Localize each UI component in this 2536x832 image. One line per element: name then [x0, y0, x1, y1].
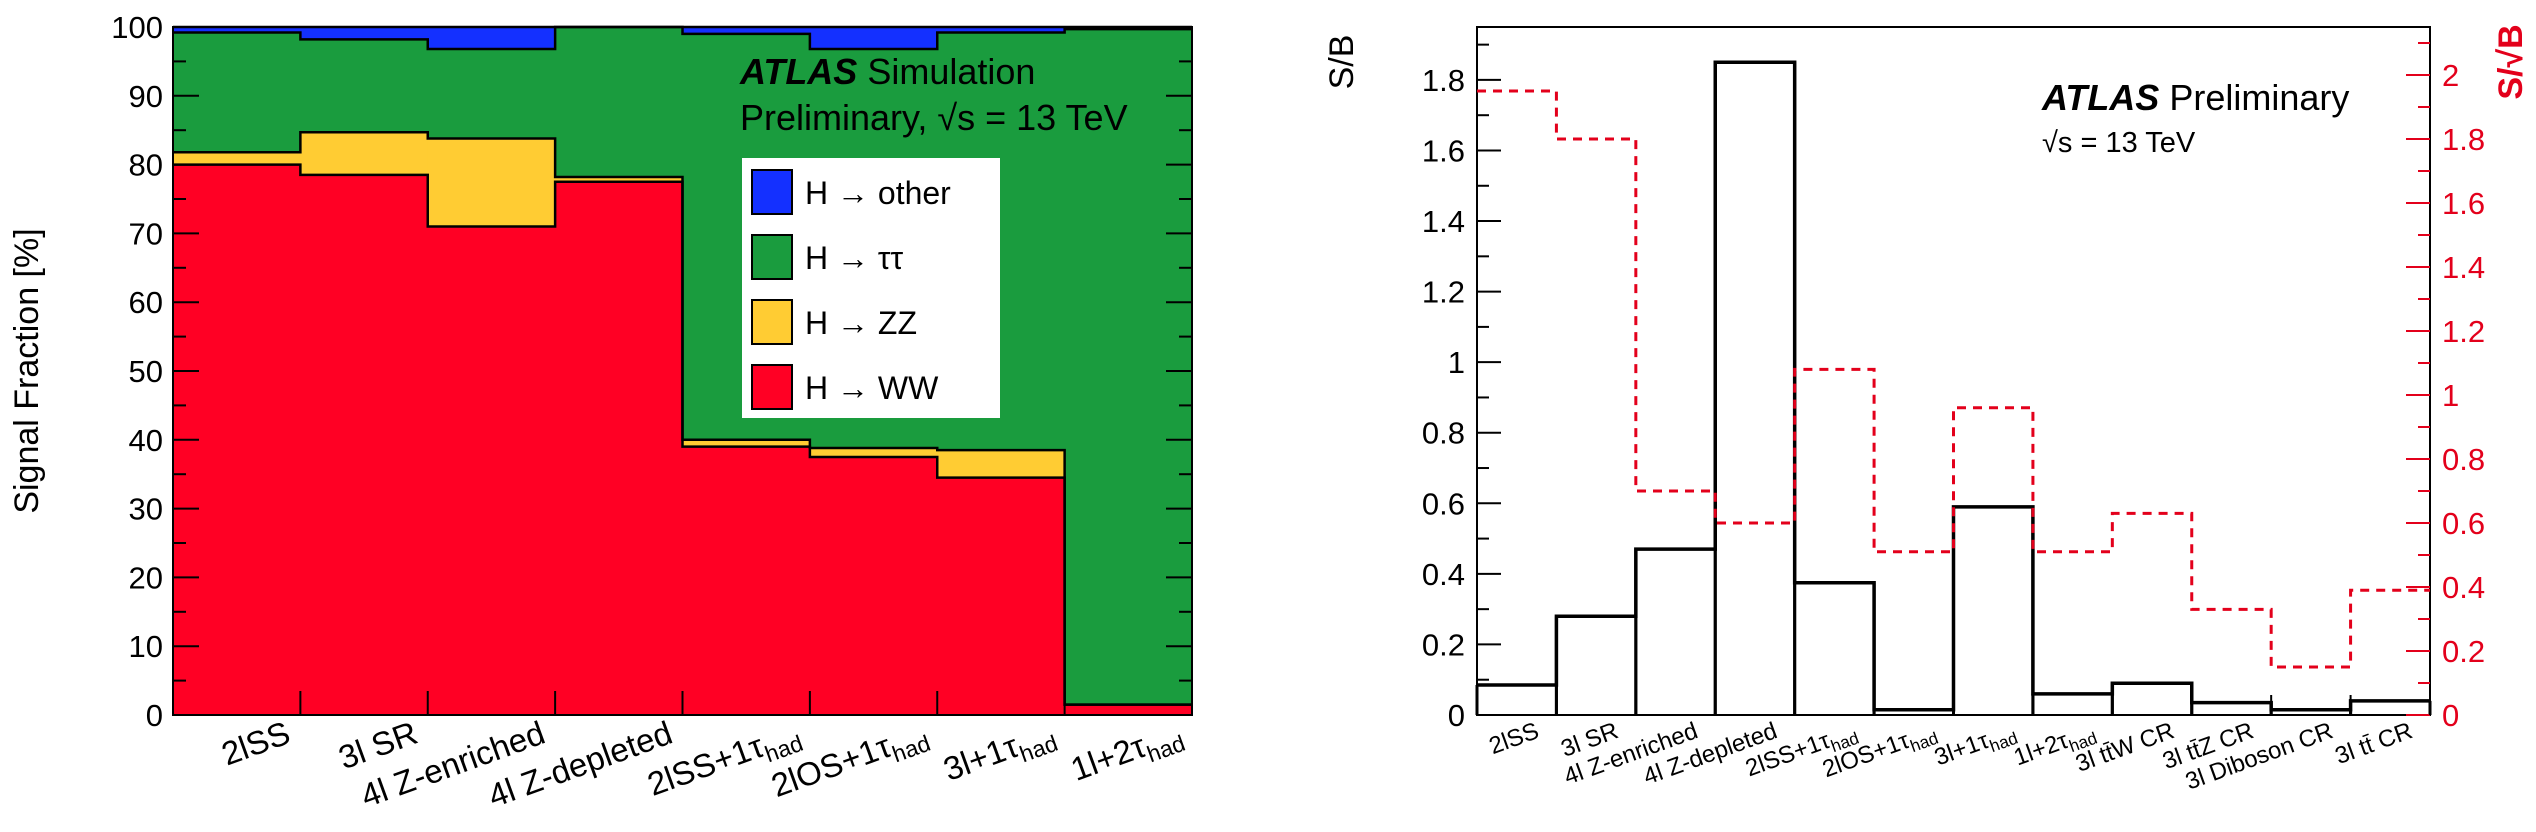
y-tick-label: 70	[129, 216, 163, 251]
header-preliminary: Preliminary,	[740, 97, 937, 138]
x-category-label: 2lOS+1τhad	[1819, 717, 1941, 787]
bar-segment	[555, 176, 683, 182]
category-main: 3l tt̄W CR	[2072, 717, 2178, 777]
y-right-tick-label: 0.4	[2442, 570, 2485, 605]
bar-segment	[937, 450, 1066, 478]
legend-swatch	[751, 234, 793, 280]
header-simulation: Simulation	[857, 51, 1035, 92]
bar-segment	[555, 27, 683, 177]
bar-segment	[1064, 29, 1193, 705]
category-main: 1l+2τ	[2010, 727, 2072, 772]
legend-swatch	[751, 299, 793, 345]
bar-segment	[173, 152, 301, 165]
bar-segment	[300, 174, 429, 716]
series-outline	[173, 25, 1192, 51]
y-tick-label: 0	[146, 698, 163, 733]
y-right-tick-label: 0	[2442, 698, 2459, 733]
bar-segment	[937, 477, 1066, 715]
y-right-tick-label: 0.2	[2442, 634, 2485, 669]
y-tick-label: 60	[129, 285, 163, 320]
y-right-tick-label: 0.8	[2442, 442, 2485, 477]
legend-swatch	[751, 364, 793, 410]
chart-header-line1: ATLAS Preliminary	[2041, 77, 2349, 118]
atlas-label: ATLAS	[2041, 77, 2159, 118]
bar-segment	[427, 138, 556, 227]
y-tick-label: 1.2	[1422, 275, 1465, 310]
category-main: 3l tt̄ CR	[2332, 717, 2416, 770]
bar-segment	[809, 27, 938, 50]
bar-segment	[173, 32, 301, 153]
x-category-label: 3l tt̄W CR	[2072, 717, 2178, 777]
series-1	[173, 132, 1066, 478]
bar-segment	[427, 27, 556, 50]
legend-label: H → ττ	[805, 240, 904, 276]
x-category-label: 2lSS	[1486, 717, 1543, 760]
y-tick-label: 40	[129, 423, 163, 458]
legend-label: H → WW	[805, 370, 939, 406]
bar-segment	[300, 27, 429, 40]
y-right-tick-label: 1.4	[2442, 250, 2485, 285]
x-category-label: 3l+1τhad	[1931, 717, 2020, 775]
y-tick-label: 1	[1448, 345, 1465, 380]
legend-label: H → other	[805, 175, 951, 211]
header-energy: √s = 13 TeV	[2042, 127, 2196, 159]
y-tick-label: 50	[129, 354, 163, 389]
bar-segment	[937, 27, 1066, 33]
bar-segment	[809, 448, 938, 457]
y-right-tick-label: 1.2	[2442, 314, 2485, 349]
y-axis-label: Signal Fraction [%]	[8, 228, 46, 513]
bar-segment	[682, 439, 811, 447]
y-tick-label: 1.4	[1422, 204, 1465, 239]
series-outline	[173, 131, 1192, 706]
legend-swatch	[751, 169, 793, 215]
bar-segment	[809, 457, 938, 715]
y-tick-label: 0.6	[1422, 486, 1465, 521]
signal-fraction-chart: 0 10 20 30 40 50 60 70 80 90 100 Signal Fraction [%…	[8, 10, 1193, 814]
series-3	[173, 27, 1193, 50]
header-preliminary: Preliminary	[2159, 77, 2349, 118]
y-tick-label: 100	[111, 10, 163, 45]
y-tick-label: 0.2	[1422, 627, 1465, 662]
y-tick-label: 0.8	[1422, 416, 1465, 451]
category-main: 2lSS	[1486, 717, 1543, 760]
y-right-axis-label: S/√B	[2492, 24, 2530, 99]
y-tick-label: 1.8	[1422, 63, 1465, 98]
atlas-label: ATLAS	[739, 51, 857, 92]
y-tick-label: 80	[129, 148, 163, 183]
bar-segment	[300, 39, 429, 133]
y-right-tick-label: 1.6	[2442, 186, 2485, 221]
x-category-label: 3l tt̄ CR	[2332, 717, 2416, 770]
category-main: 3l+1τ	[1931, 727, 1993, 772]
series-0	[173, 164, 1193, 716]
bar-segment	[173, 27, 301, 33]
chart-header-line2: Preliminary, √s = 13 TeV	[740, 97, 1128, 138]
y-right-tick-label: 0.6	[2442, 506, 2485, 541]
y-tick-label: 90	[129, 79, 163, 114]
y-tick-label: 1.6	[1422, 133, 1465, 168]
y-tick-label: 0.4	[1422, 557, 1465, 592]
bar-segment	[682, 446, 811, 715]
chart-header-line1: ATLAS Simulation	[739, 51, 1035, 92]
y-tick-label: 20	[129, 560, 163, 595]
bar-segment	[555, 181, 683, 716]
y-right-tick-label: 1.8	[2442, 122, 2485, 157]
legend-label: H → ZZ	[805, 305, 917, 341]
header-energy: √s = 13 TeV	[937, 97, 1127, 138]
bar-segment	[682, 27, 811, 34]
category-main: 2lOS+1τ	[1819, 727, 1913, 783]
y-axis-label: S/B	[1323, 35, 1361, 90]
y-tick-label: 0	[1448, 698, 1465, 733]
y-tick-label: 30	[129, 492, 163, 527]
y-tick-label: 10	[129, 629, 163, 664]
y-right-tick-label: 2	[2442, 58, 2459, 93]
bar-segment	[300, 132, 429, 175]
bar-segment	[427, 226, 556, 715]
y-right-tick-label: 1	[2442, 378, 2459, 413]
bar-segment	[427, 49, 556, 139]
series-step-1	[1477, 89, 2430, 669]
bar-segment	[1064, 704, 1193, 715]
